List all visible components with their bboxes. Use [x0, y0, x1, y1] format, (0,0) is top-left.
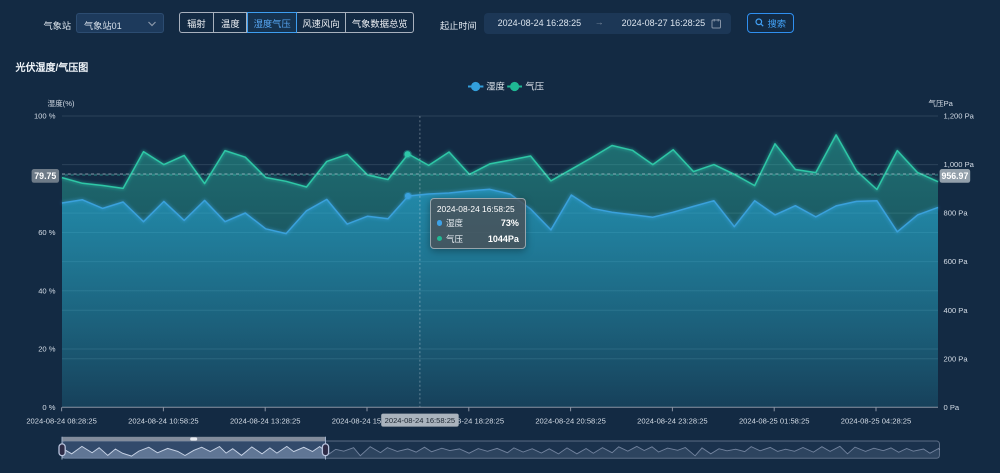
svg-text:2024-08-24 08:28:25: 2024-08-24 08:28:25 [26, 417, 97, 426]
svg-text:200 Pa: 200 Pa [944, 354, 969, 363]
svg-text:2024-08-24 10:58:25: 2024-08-24 10:58:25 [128, 417, 199, 426]
svg-text:2024-08-25 01:58:25: 2024-08-25 01:58:25 [739, 417, 810, 426]
svg-text:800 Pa: 800 Pa [944, 209, 969, 218]
svg-text:40 %: 40 % [38, 286, 56, 295]
svg-text:2024-08-24 18:28:25: 2024-08-24 18:28:25 [434, 417, 505, 426]
svg-text:2024-08-25 04:28:25: 2024-08-25 04:28:25 [841, 417, 912, 426]
svg-text:100 %: 100 % [34, 112, 56, 121]
svg-text:2024-08-24 15:58:25: 2024-08-24 15:58:25 [332, 417, 403, 426]
svg-text:0 Pa: 0 Pa [944, 403, 960, 412]
svg-text:2024-08-24 13:28:25: 2024-08-24 13:28:25 [230, 417, 301, 426]
svg-text:湿度: 湿度 [486, 81, 505, 92]
svg-text:79.75: 79.75 [34, 171, 56, 181]
svg-text:1,000 Pa: 1,000 Pa [944, 160, 975, 169]
svg-text:2024-08-24 20:58:25: 2024-08-24 20:58:25 [535, 417, 606, 426]
svg-text:0 %: 0 % [42, 403, 55, 412]
svg-text:600 Pa: 600 Pa [944, 257, 969, 266]
svg-text:气压: 气压 [525, 81, 544, 92]
svg-text:400 Pa: 400 Pa [944, 306, 969, 315]
svg-text:20 %: 20 % [38, 345, 56, 354]
svg-text:1,200 Pa: 1,200 Pa [944, 112, 975, 121]
svg-text:60 %: 60 % [38, 228, 56, 237]
svg-text:2024-08-24 23:28:25: 2024-08-24 23:28:25 [637, 417, 708, 426]
svg-text:气压Pa: 气压Pa [928, 98, 953, 108]
svg-text:湿度(%): 湿度(%) [48, 98, 75, 108]
svg-text:2024-08-24 16:58:25: 2024-08-24 16:58:25 [385, 416, 456, 425]
svg-text:956.97: 956.97 [941, 171, 968, 181]
